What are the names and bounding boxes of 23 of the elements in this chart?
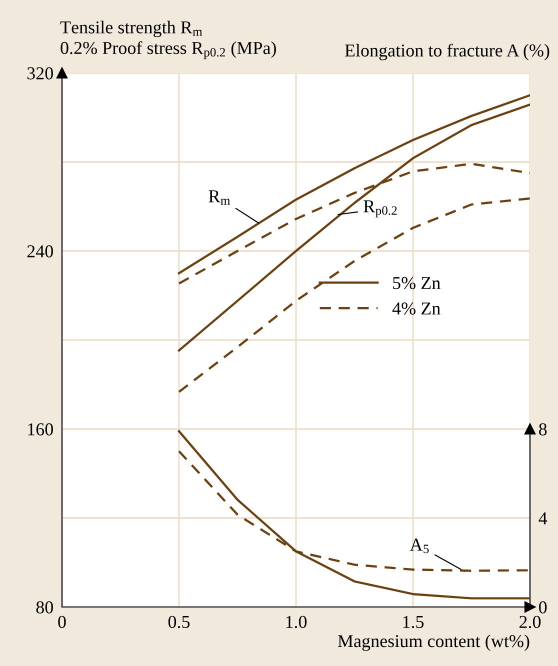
y2-tick-label: 4 xyxy=(538,512,548,524)
annotation: A$_{5}$ xyxy=(410,538,429,554)
y2-axis-title: Elongation to fracture A (%) xyxy=(344,44,550,60)
y-tick-label: 240 xyxy=(27,245,53,258)
y-tick-label: 320 xyxy=(27,67,53,80)
line-series xyxy=(178,103,530,352)
x-tick-label: 1.0 xyxy=(286,616,307,628)
legend-label: 5% Zn xyxy=(393,276,440,290)
legend-label: 4% Zn xyxy=(392,302,440,315)
y-tick-label: 160 xyxy=(28,423,53,436)
y2-tick-label: 0 xyxy=(539,601,547,614)
x-tick-label: 0.5 xyxy=(168,616,190,628)
y-tick-label: 80 xyxy=(36,601,53,614)
x-tick-label: 2.0 xyxy=(520,616,541,628)
annotation: R$_{m}$ xyxy=(208,190,230,205)
annotation: R$_{p0.2}$ xyxy=(364,200,397,218)
line-series xyxy=(178,430,530,600)
x-tick-label: 1.5 xyxy=(403,616,424,628)
x-axis-title: Magnesium content (wt%) xyxy=(338,634,530,651)
y2-tick-label: 8 xyxy=(539,423,547,436)
y-axis-title: Tensile strength R$_{m}$ 0.2% Proof stress R$_{p0.2}$ (MPa) xyxy=(60,20,276,60)
x-tick-label: 0 xyxy=(58,616,66,628)
line-series xyxy=(178,94,530,274)
